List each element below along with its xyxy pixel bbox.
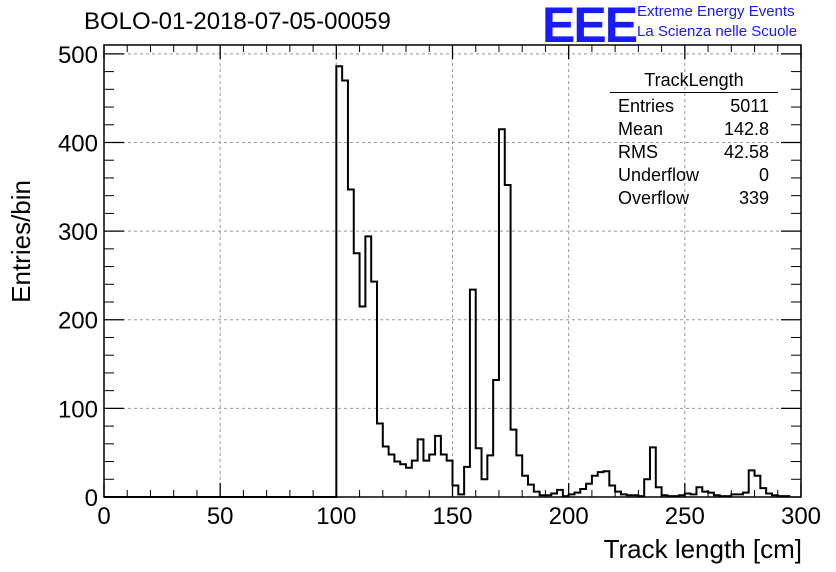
y-tick-label: 500	[58, 42, 98, 69]
stats-label: Overflow	[618, 188, 690, 208]
stats-value: 142.8	[723, 119, 769, 139]
tick-labels: 0 50 100 150 200 250 300 0 100 200 300 400 500	[58, 42, 821, 530]
y-tick-label: 100	[58, 396, 98, 423]
stats-row-entries: Entries 5011	[610, 95, 778, 118]
stats-row-overflow: Overflow 339	[610, 187, 778, 210]
stats-label: Underflow	[618, 165, 700, 185]
x-tick-label: 100	[316, 503, 356, 530]
stats-label: RMS	[618, 142, 658, 162]
x-tick-label: 50	[207, 503, 234, 530]
x-tick-label: 0	[97, 503, 110, 530]
plot-frame	[103, 44, 802, 498]
stats-row-rms: RMS 42.58	[610, 141, 778, 164]
histogram-title: BOLO-01-2018-07-05-00059	[84, 8, 391, 35]
logo-text: Extreme Energy Events La Scienza nelle S…	[637, 2, 797, 42]
stats-value: 0	[758, 165, 769, 185]
y-tick-label: 0	[85, 485, 98, 512]
stats-label: Mean	[618, 119, 664, 139]
stats-value: 42.58	[723, 142, 769, 162]
y-tick-label: 400	[58, 130, 98, 157]
eee-logo: EEE	[542, 0, 638, 53]
stats-label: Entries	[618, 96, 675, 116]
stats-row-mean: Mean 142.8	[610, 118, 778, 141]
stats-value: 339	[738, 188, 769, 208]
stats-row-underflow: Underflow 0	[610, 164, 778, 187]
x-tick-label: 300	[781, 503, 821, 530]
x-axis-label: Track length [cm]	[603, 534, 802, 564]
y-tick-label: 200	[58, 308, 98, 335]
y-tick-label: 300	[58, 219, 98, 246]
stats-title: TrackLength	[610, 70, 778, 93]
logo-line-1: Extreme Energy Events	[637, 3, 795, 20]
y-axis-label-text: Entries/bin	[6, 180, 36, 303]
x-tick-label: 250	[665, 503, 705, 530]
stats-value: 5011	[730, 96, 769, 116]
logo-line-2: La Scienza nelle Scuole	[637, 23, 798, 40]
x-tick-label: 150	[432, 503, 472, 530]
x-tick-label: 200	[549, 503, 589, 530]
stats-box: TrackLength Entries 5011 Mean 142.8 RMS …	[610, 70, 778, 210]
